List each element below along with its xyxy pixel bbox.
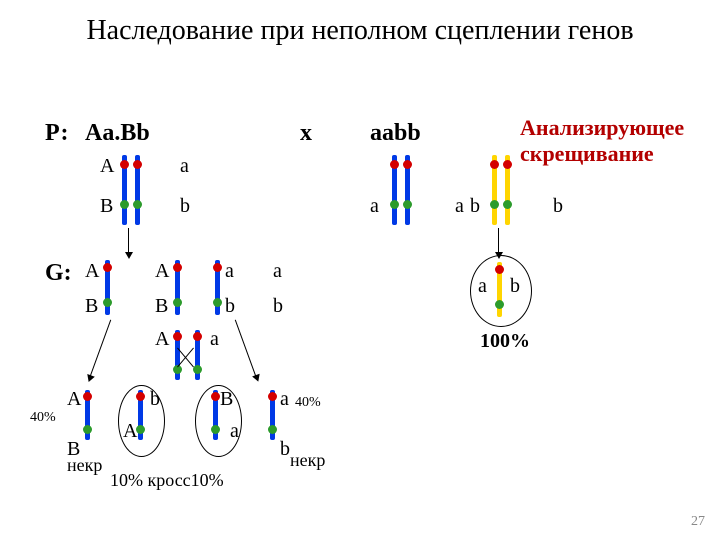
arrow [128, 228, 129, 253]
allele-b: b [225, 295, 235, 318]
locus-dot [173, 263, 182, 272]
allele-b: b [280, 438, 290, 461]
allele-a: a [180, 155, 189, 178]
locus-dot [133, 160, 142, 169]
locus-dot [211, 425, 220, 434]
locus-dot [133, 200, 142, 209]
allele-B: B [100, 195, 113, 218]
locus-dot [103, 263, 112, 272]
locus-dot [268, 425, 277, 434]
pct-40: 40% [30, 410, 56, 426]
allele-A: A [100, 155, 114, 178]
cross-pct-label: 10% кросс10% [110, 470, 224, 491]
arrow [498, 228, 499, 253]
locus-dot [120, 160, 129, 169]
genotype-aabb-lower: aabb [370, 120, 421, 147]
nekr-label: некр [290, 450, 325, 471]
locus-dot [503, 160, 512, 169]
locus-dot [173, 332, 182, 341]
allele-a: a [225, 260, 234, 283]
allele-b: b [150, 388, 160, 411]
nekr-label: некр [67, 455, 102, 476]
locus-dot [120, 200, 129, 209]
allele-a: a [478, 275, 487, 298]
allele-a: a [280, 388, 289, 411]
p-label: Р: [45, 120, 69, 147]
allele-B: B [155, 295, 168, 318]
locus-dot [495, 300, 504, 309]
allele-a: a [370, 195, 379, 218]
locus-dot [83, 425, 92, 434]
pct-100: 100% [480, 330, 530, 353]
allele-b: b [180, 195, 190, 218]
allele-A: A [85, 260, 99, 283]
allele-a: a [210, 328, 219, 351]
genotype-aabb-upper: Aa.Bb [85, 120, 150, 147]
allele-b: b [273, 295, 283, 318]
locus-dot [83, 392, 92, 401]
arrow [90, 320, 111, 377]
cross-x: x [300, 120, 312, 147]
locus-dot [268, 392, 277, 401]
allele-A: A [155, 328, 169, 351]
locus-dot [390, 160, 399, 169]
locus-dot [136, 392, 145, 401]
locus-dot [211, 392, 220, 401]
locus-dot [390, 200, 399, 209]
locus-dot [403, 200, 412, 209]
allele-a: a [273, 260, 282, 283]
allele-b: b [510, 275, 520, 298]
locus-dot [503, 200, 512, 209]
allele-b: b [470, 195, 480, 218]
locus-dot [193, 332, 202, 341]
locus-dot [403, 160, 412, 169]
pct-40: 40% [295, 395, 321, 411]
locus-dot [213, 298, 222, 307]
allele-b: b [553, 195, 563, 218]
allele-a: a [230, 420, 239, 443]
allele-A: A [123, 420, 137, 443]
page-title: Наследование при неполном сцеплении гено… [0, 15, 720, 47]
locus-dot [213, 263, 222, 272]
locus-dot [103, 298, 112, 307]
allele-B: B [85, 295, 98, 318]
allele-B: B [220, 388, 233, 411]
g-label: G: [45, 260, 72, 287]
arrow [235, 320, 256, 377]
locus-dot [495, 265, 504, 274]
allele-A: A [155, 260, 169, 283]
slide-number: 27 [691, 514, 705, 530]
allele-a: a [455, 195, 464, 218]
analyzing-label: Анализирующее скрещивание [520, 115, 720, 167]
locus-dot [490, 160, 499, 169]
locus-dot [490, 200, 499, 209]
allele-A: A [67, 388, 81, 411]
locus-dot [173, 298, 182, 307]
